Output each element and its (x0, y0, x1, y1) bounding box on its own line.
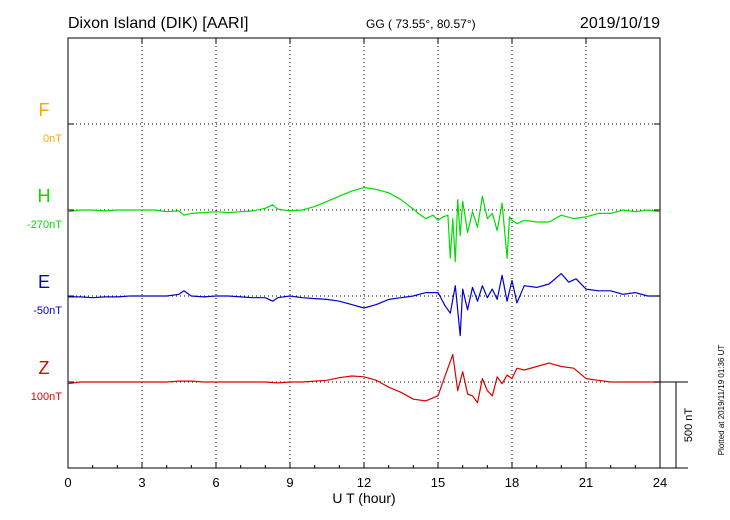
x-tick-label: 6 (212, 475, 219, 490)
scale-bar-label: 500 nT (683, 408, 695, 443)
baseline-label-z: 100nT (31, 391, 62, 403)
x-tick-label: 0 (64, 475, 71, 490)
date-label: 2019/10/19 (580, 15, 660, 32)
station-title: Dixon Island (DIK) [AARI] (68, 15, 249, 32)
coordinates-label: GG ( 73.55°, 80.57°) (366, 17, 476, 31)
x-tick-label: 9 (286, 475, 293, 490)
x-tick-label: 18 (505, 475, 519, 490)
series-line-e (68, 273, 660, 337)
scale-bar: 500 nT (660, 381, 695, 469)
plotted-timestamp: Plotted at 2019/11/19 01:36 UT (717, 345, 726, 456)
component-label-e: E (38, 272, 50, 292)
baseline-label-f: 0nT (43, 133, 62, 145)
grid (68, 38, 660, 468)
series-line-z (67, 353, 660, 404)
x-tick-label: 3 (138, 475, 145, 490)
x-axis: 0 3 6 9 12 15 18 21 24 (64, 38, 667, 490)
component-label-z: Z (39, 358, 50, 378)
x-tick-label: 15 (431, 475, 445, 490)
component-label-f: F (39, 100, 50, 120)
traces (67, 187, 661, 404)
component-label-h: H (38, 186, 51, 206)
x-tick-label: 12 (357, 475, 371, 490)
x-axis-title: U T (hour) (332, 490, 395, 506)
baseline-label-e: -50nT (33, 305, 62, 317)
series-line-h (67, 187, 661, 263)
x-tick-label: 24 (653, 475, 667, 490)
x-tick-label: 21 (579, 475, 593, 490)
component-labels: F 0nT H -270nT E -50nT Z 100nT (27, 100, 62, 403)
baseline-label-h: -270nT (27, 219, 62, 231)
